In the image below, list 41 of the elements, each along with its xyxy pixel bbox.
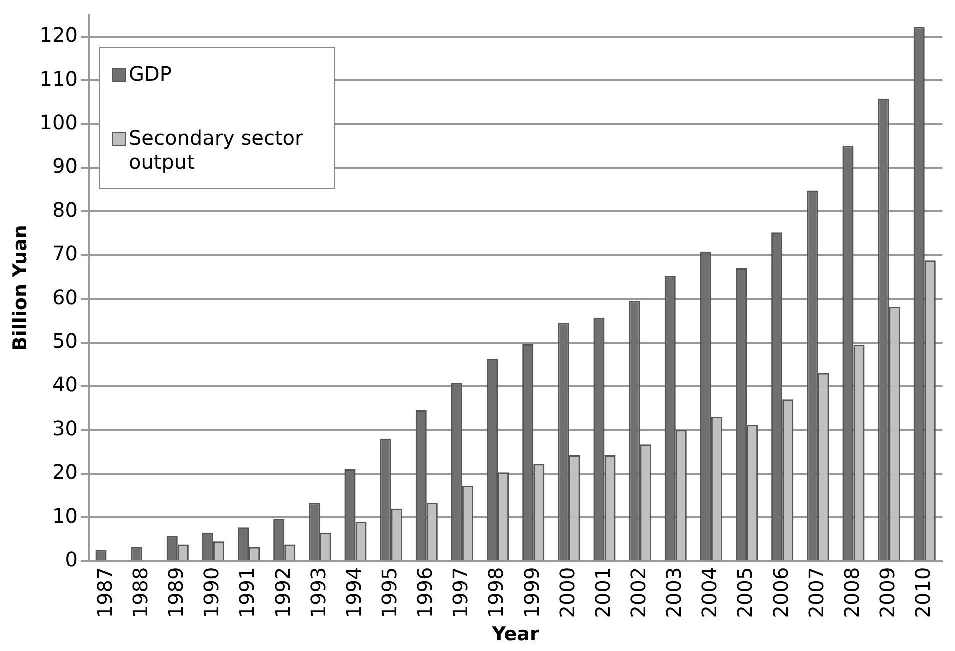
y-axis-title: Billion Yuan: [9, 225, 32, 352]
x-tick-label: 1993: [306, 567, 330, 618]
x-tick-label: 1988: [128, 567, 153, 618]
legend-label: GDP: [128, 62, 172, 86]
x-tick-label: 1994: [342, 567, 366, 618]
y-tick-label: 90: [52, 154, 78, 178]
x-tick-label: 1990: [200, 567, 224, 618]
x-tick-label: 1991: [235, 567, 260, 618]
y-tick-label: 10: [52, 504, 78, 528]
x-tick-label: 2005: [733, 567, 758, 618]
x-tick-label: 2001: [590, 567, 615, 618]
legend-label: Secondary sector output: [128, 126, 304, 174]
x-tick-label: 2003: [662, 567, 686, 618]
x-tick-label: 1987: [92, 567, 117, 618]
y-tick-label: 30: [52, 416, 78, 440]
y-tick-label: 20: [52, 460, 78, 484]
x-tick-label: 2008: [840, 567, 864, 618]
x-tick-label: 1998: [484, 567, 508, 618]
y-tick-label: 120: [40, 23, 78, 48]
x-tick-label: 2009: [876, 567, 900, 618]
x-tick-label: 2010: [911, 567, 936, 618]
x-tick-label: 2000: [555, 567, 580, 618]
x-tick-label: 1997: [448, 567, 473, 618]
y-tick-label: 80: [52, 198, 78, 222]
x-tick-label: 1996: [413, 567, 438, 618]
y-tick-label: 110: [40, 66, 78, 91]
x-tick-label: 1989: [164, 567, 188, 618]
x-tick-label: 2007: [804, 567, 828, 618]
x-tick-label: 1999: [520, 567, 544, 618]
x-tick-label: 2004: [698, 567, 722, 618]
y-tick-label: 100: [40, 110, 78, 134]
x-tick-label: 2002: [626, 567, 651, 618]
x-tick-label: 1992: [270, 567, 295, 618]
x-axis-title: Year: [491, 624, 540, 646]
y-tick-label: 60: [52, 285, 78, 310]
y-tick-label: 50: [52, 328, 78, 353]
y-tick-label: 40: [52, 372, 78, 397]
y-tick-label: 70: [52, 242, 78, 266]
y-tick-label: 0: [65, 548, 78, 572]
x-tick-label: 1995: [378, 567, 402, 618]
x-tick-label: 2006: [768, 567, 793, 618]
